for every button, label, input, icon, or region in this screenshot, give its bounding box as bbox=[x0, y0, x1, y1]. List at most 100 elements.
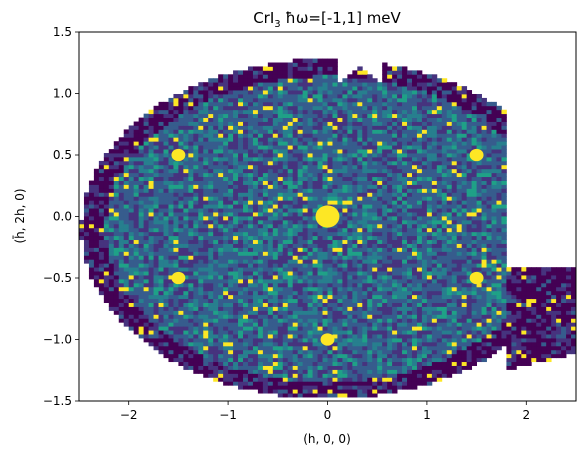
heatmap-cell bbox=[357, 381, 363, 386]
heatmap-cell bbox=[168, 196, 174, 201]
heatmap-cell bbox=[397, 365, 403, 370]
heatmap-cell bbox=[287, 223, 294, 229]
heatmap-cell bbox=[257, 286, 264, 292]
heatmap-cell bbox=[262, 302, 269, 307]
heatmap-cell bbox=[223, 184, 229, 189]
heatmap-cell bbox=[267, 101, 274, 107]
heatmap-cell bbox=[223, 263, 229, 268]
heatmap-cell bbox=[243, 255, 249, 260]
heatmap-cell bbox=[312, 239, 318, 244]
heatmap-cell bbox=[262, 259, 269, 264]
heatmap-cell bbox=[342, 389, 348, 394]
heatmap-cell bbox=[312, 393, 318, 398]
heatmap-cell bbox=[148, 176, 154, 181]
heatmap-cell bbox=[362, 341, 368, 347]
heatmap-cell bbox=[113, 188, 120, 193]
heatmap-cell bbox=[203, 149, 209, 154]
heatmap-cell bbox=[247, 227, 254, 233]
heatmap-cell bbox=[203, 113, 209, 119]
heatmap-cell bbox=[243, 239, 249, 244]
heatmap-cell bbox=[292, 184, 299, 189]
heatmap-cell bbox=[188, 282, 194, 288]
heatmap-cell bbox=[382, 180, 388, 185]
heatmap-cell bbox=[198, 200, 204, 205]
heatmap-cell bbox=[342, 361, 348, 366]
heatmap-cell bbox=[292, 275, 299, 280]
heatmap-cell bbox=[307, 176, 313, 181]
heatmap-cell bbox=[352, 137, 358, 142]
heatmap-cell bbox=[397, 263, 403, 268]
heatmap-cell bbox=[322, 322, 328, 327]
heatmap-cell bbox=[272, 243, 279, 248]
heatmap-cell bbox=[317, 153, 323, 158]
heatmap-cell bbox=[392, 341, 398, 347]
heatmap-cell bbox=[382, 168, 388, 174]
heatmap-cell bbox=[118, 314, 125, 319]
heatmap-cell bbox=[218, 365, 224, 370]
heatmap-cell bbox=[332, 90, 338, 95]
heatmap-cell bbox=[148, 117, 154, 122]
heatmap-cell bbox=[243, 263, 249, 268]
heatmap-cell bbox=[228, 200, 234, 205]
heatmap-cell bbox=[108, 172, 115, 178]
heatmap-cell bbox=[98, 235, 105, 241]
heatmap-cell bbox=[163, 330, 169, 335]
heatmap-cell bbox=[223, 322, 229, 327]
heatmap-cell bbox=[357, 70, 363, 75]
heatmap-cell bbox=[133, 149, 140, 154]
heatmap-cell bbox=[257, 133, 264, 138]
heatmap-cell bbox=[317, 78, 323, 83]
heatmap-cell bbox=[133, 192, 140, 197]
heatmap-cell bbox=[128, 290, 135, 296]
heatmap-cell bbox=[262, 223, 269, 229]
heatmap-cell bbox=[387, 82, 393, 87]
heatmap-cell bbox=[352, 145, 358, 150]
heatmap-cell bbox=[297, 70, 304, 75]
heatmap-cell bbox=[262, 251, 269, 256]
heatmap-cell bbox=[411, 235, 418, 241]
heatmap-cell bbox=[382, 133, 388, 138]
heatmap-cell bbox=[367, 322, 373, 327]
heatmap-cell bbox=[267, 318, 274, 323]
heatmap-cell bbox=[272, 286, 279, 292]
heatmap-cell bbox=[327, 86, 333, 91]
heatmap-cell bbox=[372, 97, 378, 103]
heatmap-cell bbox=[312, 381, 318, 386]
heatmap-cell bbox=[407, 192, 413, 197]
heatmap-cell bbox=[148, 133, 154, 138]
heatmap-cell bbox=[233, 168, 239, 174]
heatmap-cell bbox=[302, 216, 309, 221]
heatmap-cell bbox=[357, 82, 363, 87]
heatmap-cell bbox=[402, 133, 408, 138]
heatmap-cell bbox=[322, 184, 328, 189]
heatmap-cell bbox=[188, 153, 194, 158]
heatmap-cell bbox=[247, 212, 254, 217]
heatmap-cell bbox=[357, 86, 363, 91]
heatmap-cell bbox=[118, 247, 125, 252]
heatmap-cell bbox=[322, 271, 328, 276]
heatmap-cell bbox=[208, 251, 214, 256]
heatmap-cell bbox=[287, 357, 294, 363]
heatmap-cell bbox=[138, 204, 145, 209]
heatmap-cell bbox=[143, 255, 149, 260]
heatmap-cell bbox=[168, 259, 174, 264]
heatmap-cell bbox=[203, 349, 209, 355]
heatmap-cell bbox=[416, 251, 423, 256]
heatmap-cell bbox=[183, 208, 189, 213]
heatmap-cell bbox=[272, 365, 279, 370]
heatmap-cell bbox=[411, 334, 418, 339]
heatmap-cell bbox=[411, 282, 418, 288]
heatmap-cell bbox=[272, 322, 279, 327]
heatmap-cell bbox=[272, 341, 279, 347]
heatmap-cell bbox=[402, 208, 408, 213]
heatmap-cell bbox=[312, 93, 318, 99]
heatmap-cell bbox=[357, 361, 363, 366]
heatmap-cell bbox=[312, 86, 318, 91]
heatmap-cell bbox=[113, 212, 120, 217]
heatmap-cell bbox=[337, 156, 343, 162]
heatmap-cell bbox=[257, 314, 264, 319]
heatmap-cell bbox=[83, 255, 90, 260]
heatmap-cell bbox=[118, 208, 125, 213]
heatmap-cell bbox=[233, 282, 239, 288]
heatmap-cell bbox=[387, 97, 393, 103]
